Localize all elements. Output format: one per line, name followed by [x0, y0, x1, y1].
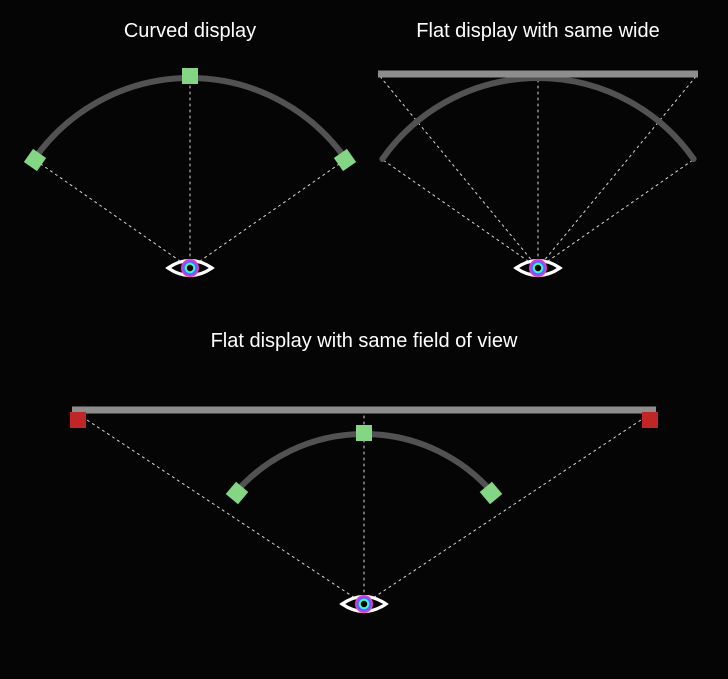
panel3-flat-same-fov [60, 378, 668, 638]
panel1-title: Curved display [40, 20, 340, 43]
sight-line [190, 160, 345, 268]
panel1-curved-display [40, 52, 340, 297]
eye-icon [342, 595, 386, 613]
sight-line [378, 74, 538, 268]
viewing-angle-marker [182, 68, 198, 84]
viewing-angle-marker [356, 425, 372, 441]
viewing-angle-marker [642, 412, 658, 428]
sight-line [538, 74, 698, 268]
sight-line [538, 160, 693, 268]
sight-line [383, 160, 538, 268]
viewing-angle-marker [70, 412, 86, 428]
eye-icon [516, 259, 560, 277]
panel2-flat-same-width [378, 52, 698, 297]
panel2-title: Flat display with same wide [378, 20, 698, 43]
sight-line [35, 160, 190, 268]
panel3-title: Flat display with same field of view [60, 330, 668, 353]
eye-icon [168, 259, 212, 277]
